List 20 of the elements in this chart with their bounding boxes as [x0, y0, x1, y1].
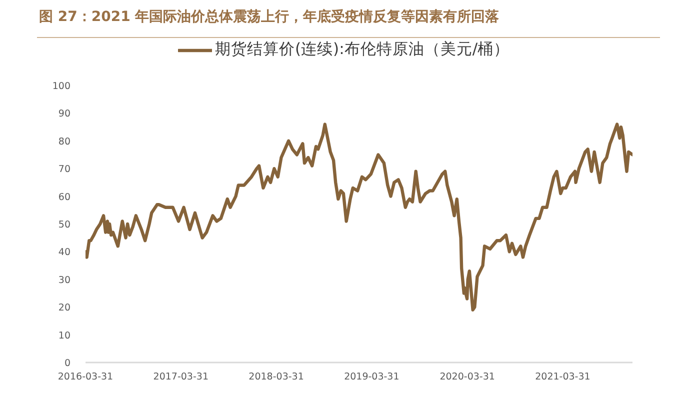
x-tick-label: 2019-03-31: [344, 372, 400, 382]
y-tick-label: 100: [52, 81, 71, 92]
y-tick-label: 90: [58, 108, 71, 120]
x-tick-label: 2020-03-31: [440, 372, 495, 382]
y-tick-label: 30: [58, 274, 71, 286]
y-tick-label: 80: [58, 136, 71, 148]
y-tick-label: 70: [58, 164, 71, 176]
y-tick-label: 40: [58, 247, 71, 258]
x-tick-label: 2021-03-31: [535, 372, 590, 382]
chart-title: 图 27：2021 年国际油价总体震荡上行，年底受疫情反复等因素有所回落: [39, 8, 500, 27]
y-tick-label: 10: [58, 330, 71, 342]
y-tick-label: 60: [58, 192, 71, 203]
x-tick-label: 2017-03-31: [153, 372, 209, 382]
y-tick-label: 0: [64, 358, 71, 369]
x-tick-label: 2018-03-31: [248, 372, 304, 382]
y-tick-label: 20: [58, 302, 71, 314]
x-tick-label: 2016-03-31: [58, 372, 114, 382]
line-series: [86, 122, 632, 312]
y-tick-label: 50: [58, 220, 71, 230]
legend-label: 期货结算价(连续):布伦特原油（美元/桶）: [215, 39, 510, 60]
